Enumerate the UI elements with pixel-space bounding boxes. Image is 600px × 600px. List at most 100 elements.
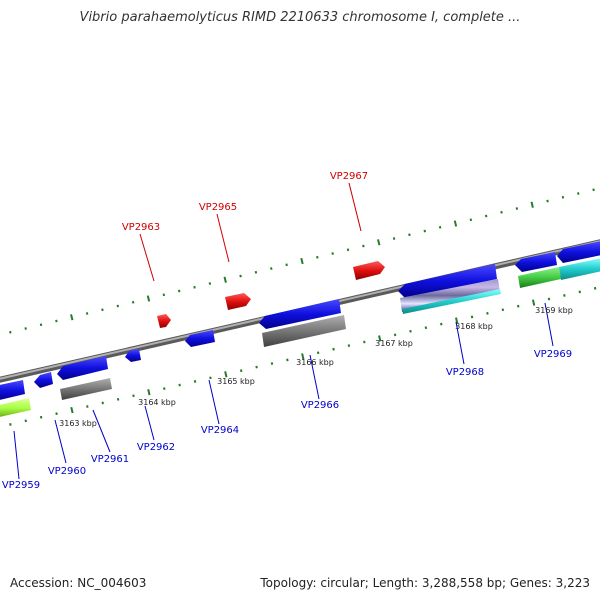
minor-tick — [286, 358, 289, 362]
feature-lime — [0, 398, 31, 417]
major-tick — [147, 389, 151, 396]
minor-tick — [346, 248, 350, 252]
minor-tick — [255, 365, 258, 369]
major-tick — [378, 335, 382, 342]
minor-tick — [515, 207, 519, 210]
major-tick — [453, 220, 458, 227]
minor-tick — [316, 351, 320, 355]
minor-tick — [331, 252, 334, 255]
minor-tick — [593, 286, 597, 290]
minor-tick — [470, 315, 474, 319]
minor-tick — [363, 340, 366, 344]
gene-label-VP2959[interactable]: VP2959 — [2, 480, 40, 491]
minor-tick — [55, 319, 58, 323]
minor-tick — [469, 218, 473, 222]
gene-VP2966-arrow[interactable] — [259, 299, 341, 329]
minor-tick — [393, 333, 397, 337]
minor-tick — [576, 192, 580, 195]
forward-genes[interactable] — [157, 261, 385, 328]
feature-green — [518, 267, 561, 288]
major-tick — [530, 201, 534, 208]
gene-label-VP2969[interactable]: VP2969 — [534, 349, 572, 360]
minor-tick — [208, 282, 212, 285]
minor-tick — [438, 225, 442, 229]
minor-tick — [501, 308, 505, 312]
major-tick — [300, 257, 304, 265]
minor-tick — [24, 419, 28, 423]
minor-tick — [39, 415, 43, 419]
major-tick — [301, 353, 305, 360]
minor-tick — [316, 255, 319, 259]
minor-tick — [239, 274, 242, 278]
gene-VP2964-arrow[interactable] — [185, 330, 215, 347]
scale-label-3169: 3169 kbp — [535, 306, 573, 315]
minor-tick — [392, 237, 396, 240]
top-leader-lines — [139, 182, 362, 282]
gene-label-VP2962[interactable]: VP2962 — [137, 442, 175, 453]
gene-VP2960-arrow[interactable] — [34, 372, 53, 388]
minor-tick — [131, 300, 135, 304]
minor-tick — [39, 323, 43, 327]
feature-gray-2 — [262, 315, 346, 347]
gene-label-VP2966[interactable]: VP2966 — [301, 400, 339, 411]
minor-tick — [177, 289, 181, 293]
major-tick — [146, 295, 151, 302]
minor-tick — [101, 401, 104, 405]
major-tick — [455, 317, 459, 324]
gene-label-VP2960[interactable]: VP2960 — [48, 466, 86, 477]
feature-cyan-band — [402, 289, 501, 314]
major-tick — [223, 276, 227, 283]
minor-tick — [424, 326, 428, 330]
minor-tick — [332, 347, 335, 351]
feature-striped — [400, 279, 500, 312]
scale-label-3165: 3165 kbp — [217, 377, 255, 386]
topology-text: Topology: circular; Length: 3,288,558 bp… — [260, 576, 590, 590]
minor-tick — [270, 267, 273, 270]
gene-VP2965-arrow[interactable] — [225, 293, 251, 310]
gene-label-VP2965[interactable]: VP2965 — [199, 202, 237, 213]
gene-VP2963-arrow[interactable] — [157, 314, 171, 328]
gene-VP2968-arrow[interactable] — [398, 264, 497, 298]
minor-tick — [193, 285, 196, 289]
gene-VP2967-arrow[interactable] — [353, 261, 385, 280]
minor-tick — [516, 304, 520, 308]
minor-tick — [116, 397, 120, 401]
minor-tick — [163, 387, 166, 390]
minor-tick — [347, 344, 351, 348]
gene-label-VP2964[interactable]: VP2964 — [201, 425, 239, 436]
scale-label-3168: 3168 kbp — [455, 322, 493, 331]
gene-label-VP2968[interactable]: VP2968 — [446, 367, 484, 378]
map-title: Vibrio parahaemolyticus RIMD 2210633 chr… — [79, 10, 521, 25]
scale-label-3163: 3163 kbp — [59, 419, 97, 428]
gene-VP2959-arrow[interactable] — [0, 380, 25, 401]
minor-tick — [578, 290, 582, 294]
gene-label-VP2967[interactable]: VP2967 — [330, 171, 368, 182]
gene-label-VP2961[interactable]: VP2961 — [91, 454, 129, 465]
minor-tick — [408, 233, 411, 237]
minor-tick — [116, 304, 120, 308]
minor-tick — [86, 405, 89, 408]
feature-cyan — [559, 258, 600, 280]
reverse-genes[interactable] — [0, 241, 600, 401]
gene-next-arrow[interactable] — [557, 241, 600, 263]
major-tick — [224, 371, 228, 378]
minor-tick — [162, 293, 166, 297]
major-tick — [531, 299, 536, 306]
minor-tick — [55, 412, 58, 416]
minor-tick — [132, 394, 135, 398]
gene-label-VP2963[interactable]: VP2963 — [122, 222, 160, 233]
major-tick — [377, 239, 381, 246]
gene-VP2962-arrow[interactable] — [125, 349, 141, 362]
minor-tick — [85, 312, 89, 315]
major-tick — [70, 314, 74, 321]
minor-tick — [563, 294, 566, 297]
minor-tick — [9, 423, 12, 426]
minor-tick — [423, 229, 427, 233]
minor-tick — [9, 330, 12, 334]
gene-VP2969-arrow[interactable] — [515, 252, 557, 272]
minor-tick — [239, 369, 243, 373]
minor-tick — [209, 376, 212, 380]
minor-tick — [486, 311, 489, 315]
gene-VP2961-arrow[interactable] — [57, 356, 108, 380]
